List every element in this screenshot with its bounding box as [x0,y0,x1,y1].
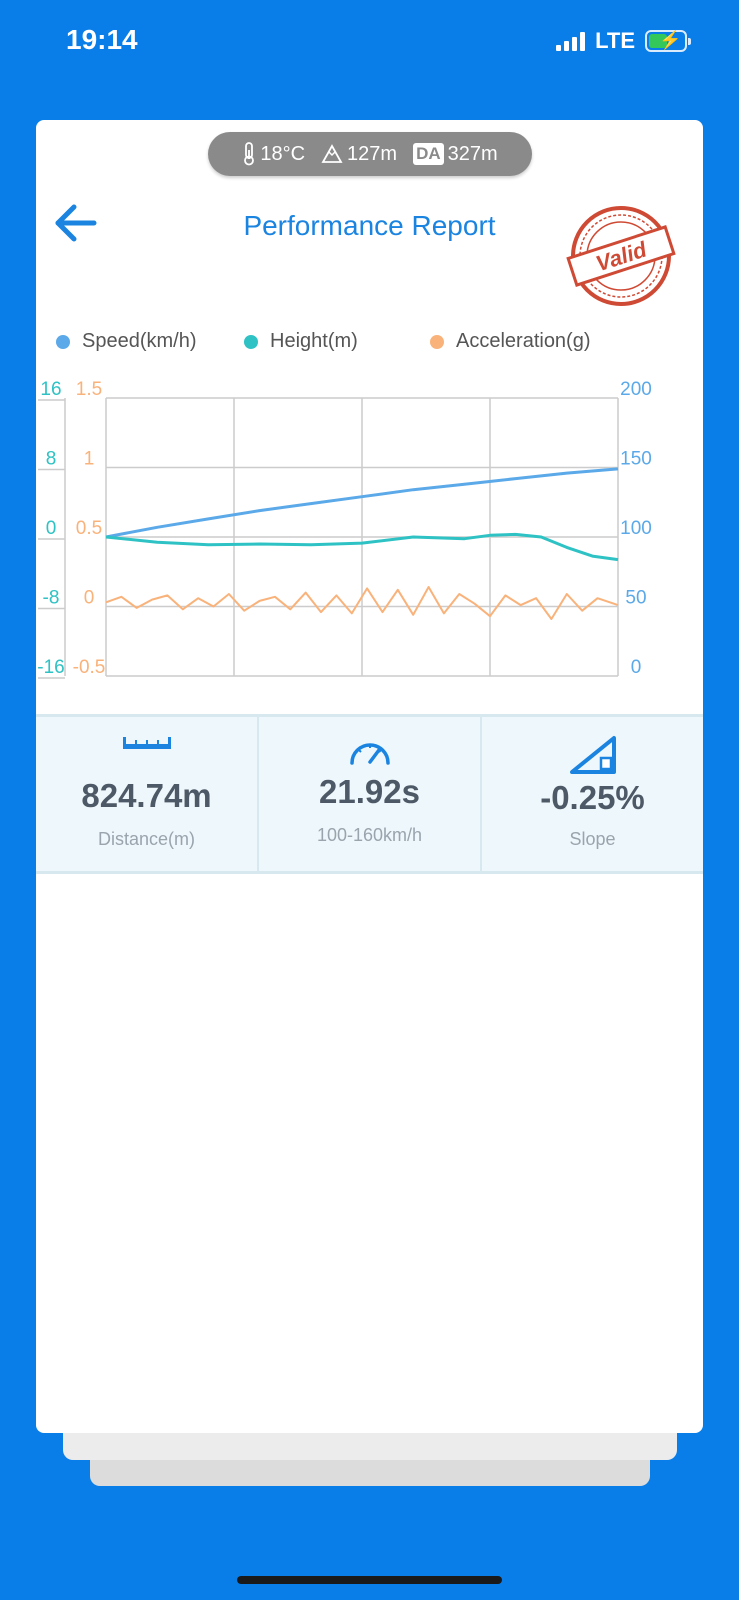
tick-label-acceleration: 0.5 [76,518,102,539]
tick-label-acceleration: -0.5 [73,657,106,678]
tick-label-speed: 150 [620,449,652,470]
network-type: LTE [595,28,635,53]
temperature-item: 18°C [242,142,305,166]
speedometer-icon [349,743,390,765]
signal-icon [556,31,586,51]
page-title: Performance Report [243,210,496,241]
stat-distance: 824.74m Distance(m) [36,717,259,871]
legend-height[interactable]: Height(m) [244,330,358,353]
legend-acceleration[interactable]: Acceleration(g) [430,330,591,353]
speed-series-line [105,467,619,539]
valid-stamp-icon: Valid [566,206,676,306]
conditions-bar: 18°C 127m DA 327m [208,132,532,176]
status-indicators: LTE ⚡ [556,28,691,54]
thermometer-icon [244,142,255,166]
tick-label-acceleration: 1 [84,449,95,470]
legend-speed-dot [56,334,70,349]
altitude-value: 127m [347,142,398,165]
tick-label-speed: 0 [631,657,642,678]
arrow-left-icon [55,204,97,242]
legend-height-dot [244,334,258,349]
back-button[interactable] [52,202,102,252]
ruler-icon [122,737,171,749]
slope-icon [569,736,616,774]
chart-legend: Speed(km/h) Height(m) Acceleration(g) [56,330,686,358]
legend-speed[interactable]: Speed(km/h) [56,330,197,353]
stat-time: 21.92s 100-160km/h [259,717,482,871]
mountain-icon [321,144,343,163]
tick-label-acceleration: 0 [84,588,95,609]
distance-label: Distance(m) [97,829,195,849]
slope-value: -0.25% [540,779,645,816]
status-bar: 19:14 LTE ⚡ [0,0,739,80]
temperature-value: 18°C [260,142,306,165]
time-label: 100-160km/h [316,825,423,845]
legend-acceleration-label: Acceleration(g) [456,330,591,352]
stat-slope: -0.25% Slope [482,717,703,871]
stats-row: 824.74m Distance(m) 21.92s 100-160km/h -… [36,714,703,874]
report-card: 18°C 127m DA 327m Performance Report Val… [36,120,703,1433]
density-altitude-value: 327m [447,142,498,165]
density-altitude-icon: DA [413,143,444,165]
tick-label-acceleration: 1.5 [76,379,102,400]
tick-label-height: 8 [46,449,57,470]
status-time: 19:14 [66,24,138,55]
legend-speed-label: Speed(km/h) [82,330,197,352]
tick-label-speed: 200 [620,379,652,400]
altitude-item: 127m [321,143,397,166]
slope-label: Slope [569,829,616,849]
legend-acceleration-dot [430,334,444,349]
distance-value: 824.74m [81,777,212,814]
tick-label-height: 0 [46,518,57,539]
tick-label-speed: 50 [625,588,646,609]
home-indicator[interactable] [237,1576,502,1584]
performance-chart: 16 8 0 -8 -16 1.5 1 0.5 0 -0.5 200 150 100 50 0 [37,379,652,679]
tick-label-speed: 100 [620,518,652,539]
tick-label-height: 16 [40,379,61,400]
acceleration-series-line [105,586,619,620]
tick-label-height: -8 [43,588,60,609]
density-altitude-item: DA 327m [413,143,498,166]
legend-height-label: Height(m) [270,330,358,352]
time-value: 21.92s [319,773,420,810]
height-series-line [105,532,619,562]
battery-icon: ⚡ [645,30,691,52]
tick-label-height: -16 [37,657,64,678]
